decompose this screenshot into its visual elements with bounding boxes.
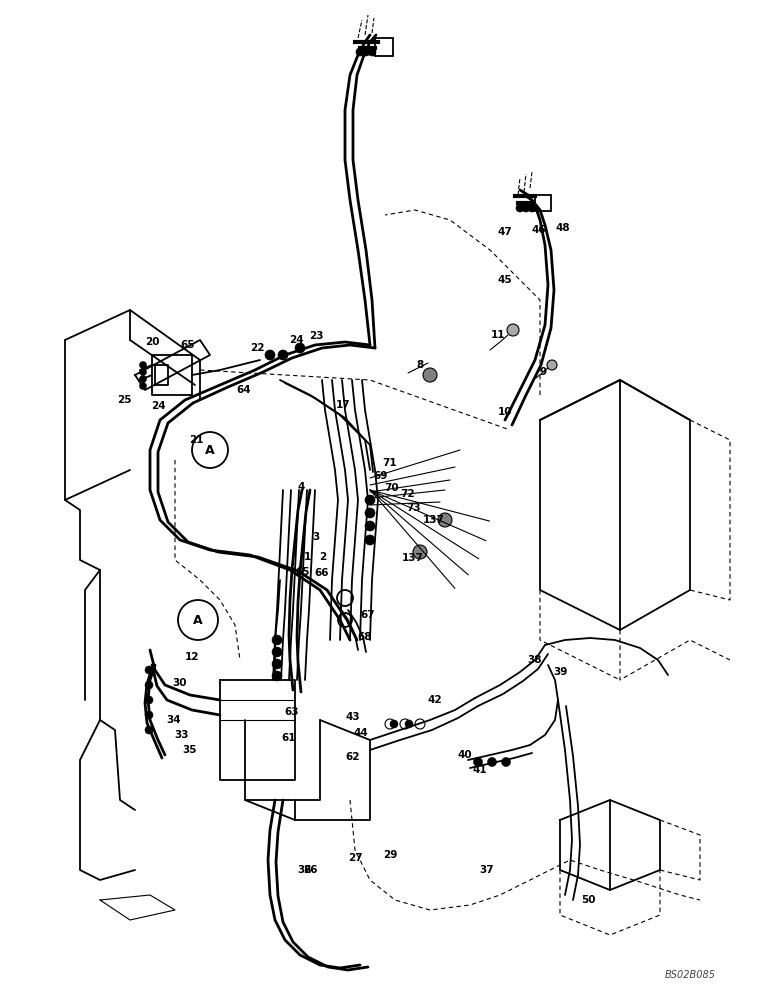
Circle shape: [145, 711, 153, 719]
Text: 43: 43: [345, 712, 361, 722]
Text: 27: 27: [348, 853, 362, 863]
Text: 4: 4: [297, 482, 305, 492]
Text: 20: 20: [144, 337, 159, 347]
Circle shape: [140, 375, 147, 382]
Text: 61: 61: [282, 733, 296, 743]
Text: A: A: [206, 444, 215, 456]
Text: 45: 45: [497, 275, 513, 285]
Text: 64: 64: [237, 385, 251, 395]
Bar: [535, 195, 551, 211]
Circle shape: [145, 666, 153, 674]
Circle shape: [145, 726, 153, 734]
Text: 65: 65: [181, 340, 196, 350]
Text: 42: 42: [428, 695, 442, 705]
Circle shape: [507, 324, 519, 336]
Text: 46: 46: [532, 225, 546, 235]
Circle shape: [474, 758, 483, 766]
Text: 67: 67: [361, 610, 375, 620]
Text: 30: 30: [173, 678, 187, 688]
Text: 34: 34: [167, 715, 181, 725]
Text: 35: 35: [183, 745, 197, 755]
Circle shape: [423, 368, 437, 382]
Circle shape: [362, 48, 370, 56]
Circle shape: [140, 361, 147, 368]
Text: A: A: [193, 613, 202, 626]
Circle shape: [272, 659, 282, 669]
Circle shape: [390, 720, 398, 728]
Circle shape: [145, 681, 153, 689]
Circle shape: [272, 635, 282, 645]
Text: 22: 22: [250, 343, 264, 353]
Text: 72: 72: [400, 489, 416, 499]
Text: 65: 65: [296, 567, 310, 577]
Text: BS02B085: BS02B085: [665, 970, 716, 980]
Text: 62: 62: [346, 752, 361, 762]
Text: 21: 21: [189, 435, 203, 445]
Text: 36: 36: [298, 865, 312, 875]
Circle shape: [145, 696, 153, 704]
Text: 137: 137: [402, 553, 424, 563]
Text: 25: 25: [117, 395, 131, 405]
Circle shape: [522, 204, 530, 212]
Circle shape: [295, 343, 305, 353]
Text: 71: 71: [383, 458, 397, 468]
Text: 68: 68: [358, 632, 372, 642]
Text: 10: 10: [498, 407, 512, 417]
Bar: [375, 38, 393, 56]
Circle shape: [356, 48, 364, 56]
Text: 48: 48: [555, 223, 570, 233]
Circle shape: [365, 535, 375, 545]
Circle shape: [365, 495, 375, 505]
Text: 17: 17: [335, 400, 351, 410]
Circle shape: [365, 508, 375, 518]
Circle shape: [413, 545, 427, 559]
Text: 26: 26: [303, 865, 317, 875]
Text: 24: 24: [289, 335, 303, 345]
Text: 23: 23: [309, 331, 323, 341]
Circle shape: [547, 360, 557, 370]
Text: 12: 12: [185, 652, 199, 662]
Circle shape: [501, 758, 510, 766]
Circle shape: [438, 513, 452, 527]
Text: 137: 137: [423, 515, 445, 525]
Text: 9: 9: [539, 367, 546, 377]
Circle shape: [528, 204, 536, 212]
Text: 39: 39: [553, 667, 567, 677]
Text: 1: 1: [303, 552, 311, 562]
Text: 66: 66: [315, 568, 329, 578]
Circle shape: [272, 647, 282, 657]
Circle shape: [140, 368, 147, 375]
Text: 3: 3: [312, 532, 319, 542]
Text: 70: 70: [385, 483, 400, 493]
Circle shape: [278, 350, 288, 360]
Text: 63: 63: [285, 707, 299, 717]
Text: 38: 38: [528, 655, 542, 665]
Text: 41: 41: [473, 765, 487, 775]
Text: 69: 69: [374, 471, 388, 481]
Text: 40: 40: [458, 750, 472, 760]
Text: 8: 8: [416, 360, 423, 370]
Circle shape: [405, 720, 413, 728]
Circle shape: [140, 382, 147, 389]
Text: 44: 44: [354, 728, 368, 738]
Text: 2: 2: [319, 552, 327, 562]
Circle shape: [516, 204, 524, 212]
Text: 37: 37: [480, 865, 494, 875]
Text: 50: 50: [581, 895, 595, 905]
Text: 29: 29: [383, 850, 397, 860]
Text: 73: 73: [406, 503, 421, 513]
Circle shape: [265, 350, 275, 360]
Text: 47: 47: [497, 227, 513, 237]
Circle shape: [487, 758, 497, 766]
Text: 11: 11: [490, 330, 505, 340]
Circle shape: [368, 48, 376, 56]
Text: 24: 24: [151, 401, 165, 411]
Text: 33: 33: [175, 730, 189, 740]
Circle shape: [365, 521, 375, 531]
Circle shape: [272, 671, 282, 681]
